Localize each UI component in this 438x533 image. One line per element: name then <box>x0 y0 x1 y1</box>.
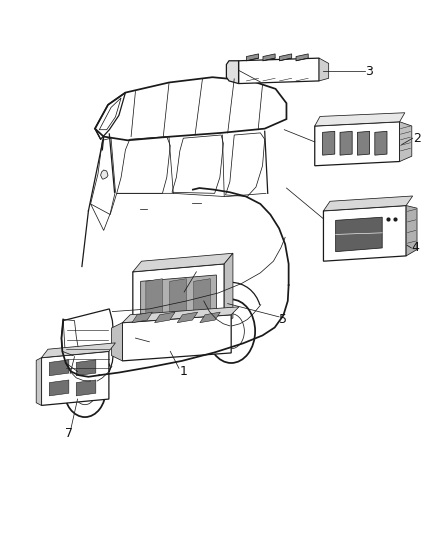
Polygon shape <box>177 312 198 322</box>
Polygon shape <box>133 253 233 272</box>
Polygon shape <box>36 358 42 406</box>
Polygon shape <box>315 122 399 166</box>
Text: 4: 4 <box>412 241 420 254</box>
Ellipse shape <box>218 314 244 349</box>
Polygon shape <box>112 322 122 361</box>
Text: 3: 3 <box>365 65 373 78</box>
Polygon shape <box>194 279 210 317</box>
Polygon shape <box>336 217 382 252</box>
Polygon shape <box>49 360 69 376</box>
Text: 2: 2 <box>413 132 421 144</box>
Polygon shape <box>200 312 220 322</box>
Polygon shape <box>239 58 319 84</box>
Polygon shape <box>76 360 96 376</box>
Text: 5: 5 <box>279 313 287 326</box>
Polygon shape <box>146 279 162 317</box>
Polygon shape <box>340 131 352 155</box>
Polygon shape <box>122 315 231 361</box>
Polygon shape <box>375 131 387 155</box>
Polygon shape <box>224 253 233 323</box>
Text: 1: 1 <box>180 365 187 378</box>
Ellipse shape <box>74 374 96 405</box>
Polygon shape <box>319 58 328 81</box>
Polygon shape <box>323 206 406 261</box>
Polygon shape <box>323 196 413 211</box>
Polygon shape <box>76 380 96 396</box>
Polygon shape <box>133 264 224 331</box>
Polygon shape <box>399 122 412 161</box>
Text: 7: 7 <box>65 427 73 440</box>
Polygon shape <box>279 54 292 61</box>
Polygon shape <box>315 113 405 126</box>
Ellipse shape <box>64 362 106 417</box>
Polygon shape <box>170 279 186 317</box>
Polygon shape <box>132 312 152 322</box>
Polygon shape <box>322 131 335 155</box>
Polygon shape <box>42 351 109 406</box>
Polygon shape <box>263 54 275 61</box>
Ellipse shape <box>207 300 255 363</box>
Polygon shape <box>42 343 116 358</box>
Polygon shape <box>406 206 417 256</box>
Polygon shape <box>357 131 370 155</box>
Polygon shape <box>226 61 239 84</box>
Polygon shape <box>141 275 216 321</box>
Polygon shape <box>122 307 239 322</box>
Polygon shape <box>49 380 69 396</box>
Polygon shape <box>247 54 258 61</box>
Polygon shape <box>101 170 108 179</box>
Polygon shape <box>155 312 175 322</box>
Polygon shape <box>296 54 308 61</box>
